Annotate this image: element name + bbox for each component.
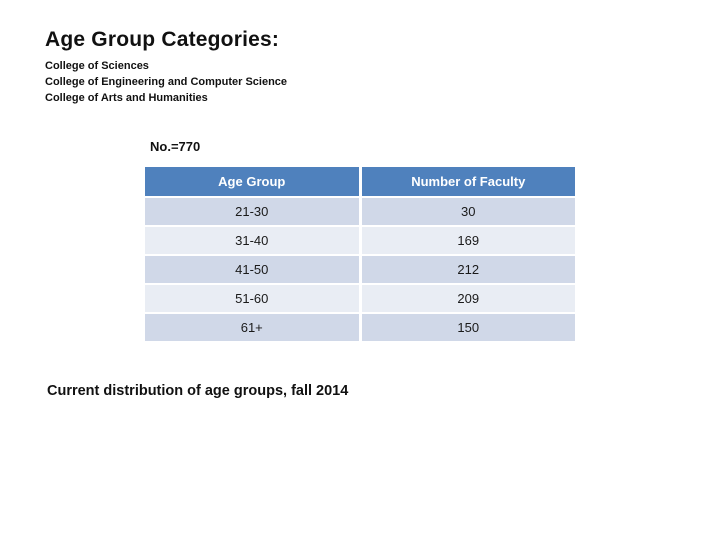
faculty-count-cell: 209 bbox=[361, 285, 575, 312]
faculty-count-cell: 212 bbox=[361, 256, 575, 283]
faculty-count-cell: 169 bbox=[361, 227, 575, 254]
college-list: College of Sciences College of Engineeri… bbox=[45, 58, 287, 106]
age-group-cell: 61+ bbox=[145, 314, 359, 341]
age-group-cell: 41-50 bbox=[145, 256, 359, 283]
college-list-item-arts: College of Arts and Humanities bbox=[45, 92, 208, 104]
slide-title: Age Group Categories: bbox=[45, 28, 280, 51]
college-list-item-engineering: College of Engineering and Computer Scie… bbox=[45, 76, 288, 88]
faculty-age-table: Age Group Number of Faculty 21-30 30 31-… bbox=[145, 167, 575, 343]
table-row: 51-60 209 bbox=[145, 285, 575, 312]
column-header-number-of-faculty: Number of Faculty bbox=[361, 167, 575, 196]
college-list-item-sciences: College of Sciences bbox=[45, 60, 149, 72]
age-group-cell: 21-30 bbox=[145, 198, 359, 225]
faculty-count-cell: 150 bbox=[361, 314, 575, 341]
faculty-count-cell: 30 bbox=[361, 198, 575, 225]
column-header-age-group: Age Group bbox=[145, 167, 359, 196]
age-group-cell: 31-40 bbox=[145, 227, 359, 254]
table-row: 21-30 30 bbox=[145, 198, 575, 225]
sample-size-label: No.=770 bbox=[150, 139, 201, 154]
table-row: 61+ 150 bbox=[145, 314, 575, 341]
table-row: 31-40 169 bbox=[145, 227, 575, 254]
table-header-row: Age Group Number of Faculty bbox=[145, 167, 575, 196]
age-group-cell: 51-60 bbox=[145, 285, 359, 312]
table-row: 41-50 212 bbox=[145, 256, 575, 283]
slide-caption: Current distribution of age groups, fall… bbox=[47, 383, 349, 399]
